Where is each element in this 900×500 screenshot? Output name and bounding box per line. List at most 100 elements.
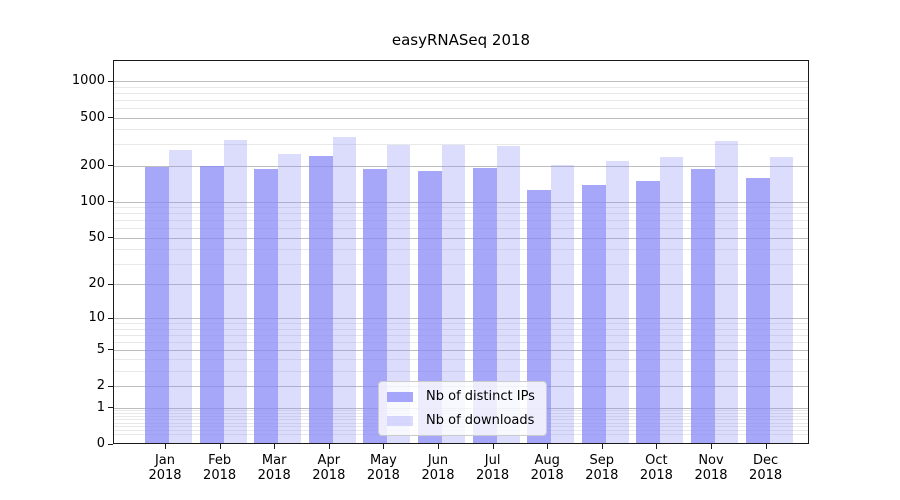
gridline-40: [114, 249, 808, 251]
y-tick-mark: [108, 80, 113, 82]
legend-swatch-distinct-ips: [387, 391, 413, 402]
legend-item: Nb of distinct IPs: [387, 389, 538, 404]
x-tick-label-dec: Dec 2018: [749, 453, 783, 483]
x-tick-mark: [765, 444, 767, 449]
bar-oct-downloads: [660, 156, 684, 443]
bar-dec-downloads: [769, 157, 793, 443]
bar-feb-downloads: [223, 140, 247, 443]
x-tick-label-jan: Jan 2018: [148, 453, 182, 483]
y-tick-label-100: 100: [80, 193, 105, 209]
bar-apr-distinct-ips: [308, 155, 333, 443]
bar-sep-distinct-ips: [581, 185, 606, 443]
gridline-50: [114, 237, 808, 239]
gridline-400: [114, 129, 808, 131]
y-tick-mark: [108, 349, 113, 351]
y-tick-mark: [108, 407, 113, 409]
gridline-20: [114, 284, 808, 286]
gridline-9: [114, 323, 808, 325]
x-tick-label-oct: Oct 2018: [639, 453, 673, 483]
x-tick-label-mar: Mar 2018: [257, 453, 291, 483]
chart-title: easyRNASeq 2018: [391, 31, 531, 49]
gridline-300: [114, 144, 808, 146]
bar-dec-distinct-ips: [745, 177, 770, 443]
gridline-5: [114, 349, 808, 351]
y-tick-label-5: 5: [96, 341, 105, 357]
bar-sep-downloads: [605, 160, 629, 443]
gridline-1000: [114, 81, 808, 83]
y-tick-mark: [108, 117, 113, 119]
legend-swatch-downloads: [387, 415, 413, 426]
x-tick-mark: [274, 444, 276, 449]
gridline-7: [114, 334, 808, 336]
gridline-500: [114, 117, 808, 119]
x-tick-label-jul: Jul 2018: [476, 453, 510, 483]
y-tick-label-50: 50: [88, 229, 105, 245]
x-tick-label-apr: Apr 2018: [312, 453, 346, 483]
bar-mar-distinct-ips: [254, 168, 279, 443]
gridline-800: [114, 92, 808, 94]
bar-aug-downloads: [551, 165, 575, 443]
y-tick-label-200: 200: [80, 157, 105, 173]
y-tick-label-0: 0: [96, 436, 105, 451]
gridline-90: [114, 207, 808, 209]
x-tick-mark: [383, 444, 385, 449]
x-tick-mark: [656, 444, 658, 449]
y-tick-mark: [108, 283, 113, 285]
gridline-900: [114, 86, 808, 88]
x-tick-label-jun: Jun 2018: [421, 453, 455, 483]
x-tick-mark: [601, 444, 603, 449]
bar-feb-distinct-ips: [199, 165, 224, 443]
gridline-8: [114, 328, 808, 330]
y-tick-label-500: 500: [80, 109, 105, 125]
legend-item: Nb of downloads: [387, 413, 538, 428]
gridline-600: [114, 108, 808, 110]
y-tick-label-2: 2: [96, 378, 105, 394]
y-tick-label-10: 10: [88, 310, 105, 326]
legend-label: Nb of distinct IPs: [426, 389, 535, 404]
bar-oct-distinct-ips: [636, 181, 661, 443]
x-tick-mark: [165, 444, 166, 449]
x-tick-mark: [328, 444, 330, 449]
bar-nov-distinct-ips: [691, 169, 715, 443]
bar-jun-downloads: [442, 145, 465, 443]
bar-jul-downloads: [496, 145, 520, 443]
x-tick-mark: [492, 444, 494, 449]
y-tick-mark: [108, 165, 113, 167]
gridline-60: [114, 228, 808, 230]
plot-area: Nb of distinct IPs Nb of downloads: [113, 60, 809, 444]
x-tick-label-nov: Nov 2018: [694, 453, 728, 483]
x-tick-mark: [547, 444, 549, 449]
y-tick-mark: [108, 237, 113, 239]
gridline-10: [114, 318, 808, 320]
y-tick-label-20: 20: [88, 276, 105, 292]
y-tick-mark: [108, 385, 113, 387]
gridline-700: [114, 99, 808, 101]
gridline-200: [114, 165, 808, 167]
gridline-80: [114, 213, 808, 215]
gridline-30: [114, 263, 808, 265]
legend-label: Nb of downloads: [426, 413, 535, 428]
y-tick-label-1000: 1000: [71, 73, 105, 89]
gridline-3: [114, 371, 808, 373]
x-tick-mark: [219, 444, 221, 449]
x-tick-mark: [438, 444, 439, 449]
bar-jan-distinct-ips: [145, 166, 169, 443]
x-tick-label-feb: Feb 2018: [203, 453, 237, 483]
y-tick-mark: [108, 317, 113, 319]
bar-jan-downloads: [169, 149, 192, 443]
y-tick-mark: [108, 443, 113, 445]
x-tick-label-sep: Sep 2018: [585, 453, 619, 483]
gridline-6: [114, 341, 808, 343]
y-tick-label-1: 1: [96, 399, 105, 415]
x-tick-label-may: May 2018: [366, 453, 400, 483]
x-tick-mark: [711, 444, 712, 449]
gridline-4: [114, 359, 808, 361]
bar-may-downloads: [387, 144, 411, 443]
gridline-100: [114, 201, 808, 203]
x-tick-label-aug: Aug 2018: [530, 453, 564, 483]
gridline-70: [114, 220, 808, 222]
bar-mar-downloads: [278, 154, 302, 443]
bar-nov-downloads: [715, 140, 738, 443]
legend: Nb of distinct IPs Nb of downloads: [378, 381, 547, 436]
